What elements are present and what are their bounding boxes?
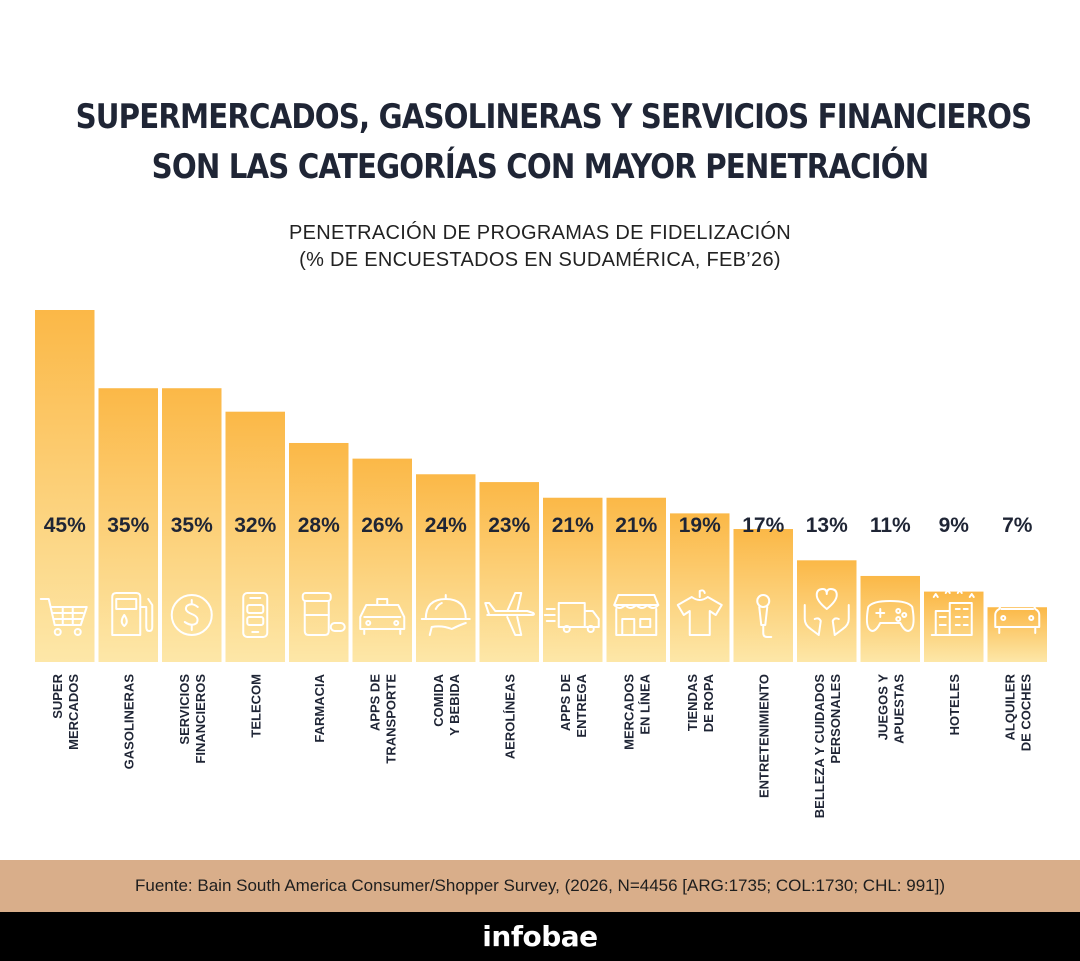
category-label: BELLEZA Y CUIDADOS PERSONALES — [812, 674, 843, 819]
category-label: AEROLÍNEAS — [502, 674, 517, 760]
category-label-line: DE ROPA — [701, 673, 716, 732]
data-label: 17% — [742, 514, 784, 537]
bar — [35, 310, 95, 662]
category-label-line: APPS DE — [367, 674, 382, 731]
bar — [352, 458, 412, 662]
category-label-line: HOTELES — [947, 674, 962, 736]
pill-jar-icon — [301, 592, 346, 636]
microphone-icon — [756, 594, 773, 638]
data-label: 45% — [44, 514, 86, 537]
category-label-line: ENTREGA — [574, 673, 589, 737]
category-label-line: APPS DE — [558, 674, 573, 731]
category-label: COMIDA Y BEBIDA — [431, 673, 462, 736]
category-label-line: JUEGOS Y — [875, 674, 890, 741]
heart-hands-icon — [803, 588, 850, 636]
chart-subtitle: PENETRACIÓN DE PROGRAMAS DE FIDELIZACIÓN… — [0, 220, 1080, 274]
data-label: 24% — [425, 514, 467, 537]
data-label: 21% — [615, 514, 657, 537]
tshirt-icon — [676, 589, 723, 636]
cart-icon — [39, 598, 88, 636]
subtitle-line-1: PENETRACIÓN DE PROGRAMAS DE FIDELIZACIÓN — [288, 222, 792, 244]
data-label: 35% — [171, 514, 213, 537]
infobae-logo: infobae — [482, 920, 598, 953]
category-label-line: TELECOM — [248, 674, 263, 738]
car-icon — [994, 596, 1041, 634]
category-label-line: SUPER — [50, 673, 65, 718]
category-label-line: GASOLINERAS — [121, 674, 136, 770]
bar — [479, 482, 539, 662]
category-label: APPS DE TRANSPORTE — [367, 674, 398, 764]
bars-group: 45% 35% 35% 32% 28% 26% 24% 23% 21% 21% 19% 17% 13% 1… — [35, 310, 1047, 662]
data-label: 21% — [552, 514, 594, 537]
cloche-icon — [420, 594, 471, 636]
data-label: 32% — [234, 514, 276, 537]
bar — [543, 497, 603, 662]
source-bar: Fuente: Bain South America Consumer/Shop… — [0, 860, 1080, 912]
category-labels-group: SUPER MERCADOS GASOLINERAS SERVICIOS FINANCI… — [50, 673, 1034, 818]
category-label-line: SERVICIOS — [177, 674, 192, 745]
data-label: 19% — [679, 514, 721, 537]
chart-title: SUPERMERCADOS, GASOLINERAS Y SERVICIOS F… — [75, 92, 1033, 192]
dollar-coin-icon — [170, 594, 213, 636]
subtitle-line-2: (% DE ENCUESTADOS EN SUDAMÉRICA, FEB’26) — [299, 249, 781, 271]
category-label-line: PERSONALES — [828, 674, 843, 764]
bar — [98, 388, 158, 662]
category-label: TIENDAS DE ROPA — [685, 673, 716, 732]
category-label-line: TRANSPORTE — [383, 674, 398, 764]
data-label: 7% — [1002, 514, 1033, 537]
fuel-pump-icon — [111, 592, 154, 636]
data-label: 11% — [870, 514, 911, 537]
airplane-icon — [484, 592, 535, 636]
phone-icon — [242, 592, 269, 638]
category-label-line: APUESTAS — [891, 674, 906, 744]
bar — [860, 575, 920, 662]
category-label-line: ALQUILER — [1002, 673, 1017, 740]
category-label: ALQUILER DE COCHES — [1002, 673, 1033, 751]
category-label-line: COMIDA — [431, 673, 446, 726]
bar — [987, 607, 1047, 662]
category-label: GASOLINERAS — [121, 674, 136, 770]
category-label-line: Y BEBIDA — [447, 673, 462, 735]
category-label: MERCADOS EN LÍNEA — [621, 673, 652, 749]
category-label: FARMACIA — [312, 673, 327, 742]
category-label: APPS DE ENTREGA — [558, 673, 589, 737]
category-label-line: MERCADOS — [621, 674, 636, 750]
category-label-line: MERCADOS — [66, 674, 81, 750]
delivery-truck-icon — [543, 602, 600, 633]
data-label: 13% — [806, 514, 848, 537]
bar — [797, 560, 857, 662]
storefront-icon — [613, 594, 660, 636]
data-label: 26% — [361, 514, 403, 537]
category-label-line: ENTRETENIMIENTO — [756, 674, 771, 798]
category-label-line: TIENDAS — [685, 674, 700, 731]
data-label: 23% — [488, 514, 530, 537]
category-label: TELECOM — [248, 674, 263, 738]
category-label-line: EN LÍNEA — [637, 673, 652, 734]
category-label-line: AEROLÍNEAS — [502, 674, 517, 760]
category-label: JUEGOS Y APUESTAS — [875, 674, 906, 744]
bar — [225, 411, 285, 662]
bar — [416, 474, 476, 662]
hotel-icon — [930, 589, 975, 636]
source-text: Fuente: Bain South America Consumer/Shop… — [135, 876, 945, 895]
taxi-icon — [359, 598, 406, 635]
bar — [289, 442, 349, 662]
data-label: 35% — [107, 514, 149, 537]
category-label: HOTELES — [947, 674, 962, 736]
bar — [670, 513, 730, 662]
category-label-line: DE COCHES — [1018, 674, 1033, 752]
category-label-line: FARMACIA — [312, 673, 327, 742]
category-label: SERVICIOS FINANCIEROS — [177, 674, 208, 764]
category-label: ENTRETENIMIENTO — [756, 674, 771, 798]
category-label-line: FINANCIEROS — [193, 674, 208, 764]
brand-bar: infobae — [0, 912, 1080, 961]
bar-chart: 45% 35% 35% 32% 28% 26% 24% 23% 21% 21% 19% 17% 13% 1… — [35, 310, 1047, 818]
category-label: SUPER MERCADOS — [50, 673, 81, 749]
data-label: 9% — [939, 514, 970, 537]
category-label-line: BELLEZA Y CUIDADOS — [812, 674, 827, 819]
gamepad-icon — [865, 600, 915, 632]
data-label: 28% — [298, 514, 340, 537]
title-line-1: SUPERMERCADOS, GASOLINERAS Y SERVICIOS F… — [75, 97, 1033, 137]
title-line-2: SON LAS CATEGORÍAS CON MAYOR PENETRACIÓN — [151, 147, 930, 187]
